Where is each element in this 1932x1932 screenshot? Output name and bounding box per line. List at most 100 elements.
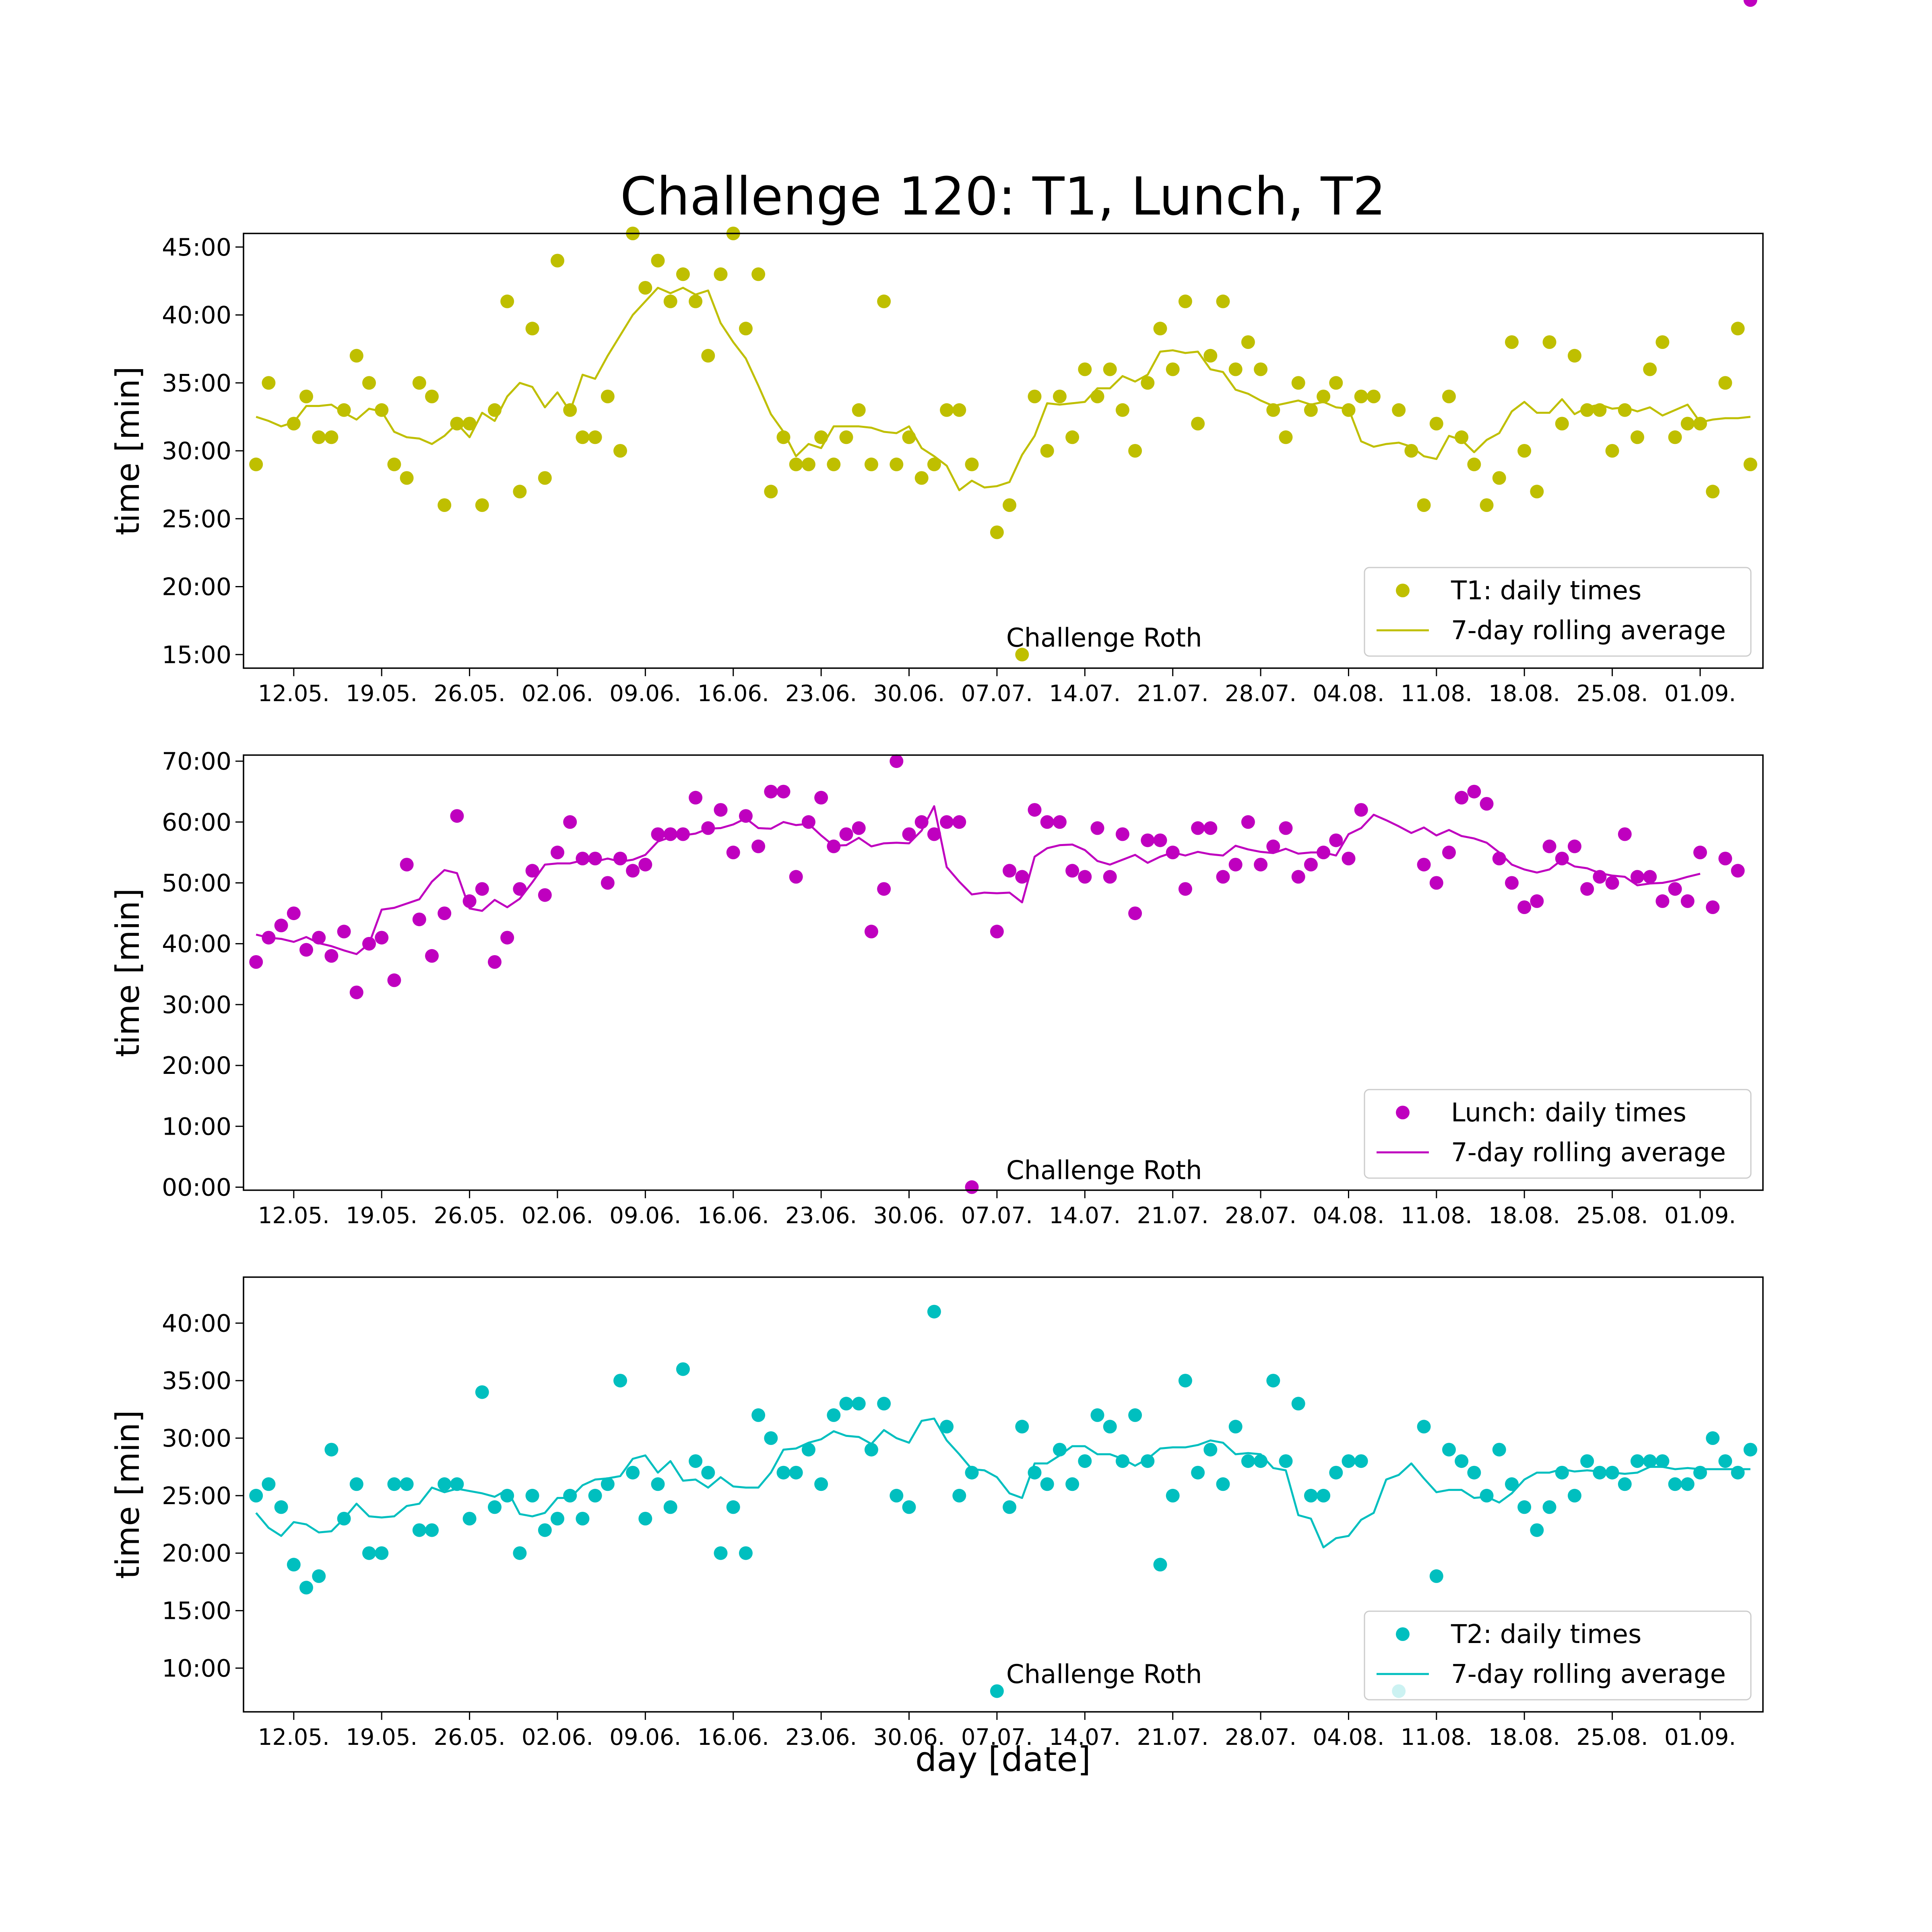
data-point (287, 906, 301, 921)
y-tick-label: 20:00 (162, 1540, 231, 1568)
data-point (1103, 362, 1117, 376)
data-point (425, 949, 439, 963)
data-point (940, 403, 954, 417)
data-point (1053, 390, 1067, 403)
data-point (1228, 362, 1243, 376)
data-point (952, 815, 966, 829)
data-point (701, 349, 715, 363)
annotation-challenge-roth: Challenge Roth (1006, 1660, 1202, 1690)
data-point (1643, 362, 1657, 376)
data-point (1655, 1454, 1670, 1468)
data-point (1279, 821, 1293, 835)
data-point (525, 864, 539, 878)
data-point (588, 852, 602, 865)
data-point (1480, 797, 1494, 811)
data-point (689, 294, 703, 308)
y-tick-label: 15:00 (162, 1597, 231, 1625)
data-point (663, 294, 677, 308)
data-point (362, 376, 376, 390)
data-point (1417, 498, 1431, 512)
x-tick-label: 16.06. (698, 1203, 769, 1229)
data-point (1329, 376, 1343, 390)
data-point (1191, 1466, 1205, 1480)
chart-panel-lunch: 00:00 10:00 20:00 30:00 40:00 50:00 60:00 70:00… (109, 0, 1764, 1229)
data-point (1580, 403, 1594, 417)
data-point (1568, 1488, 1581, 1503)
data-point (438, 1477, 452, 1491)
data-point (1090, 390, 1104, 403)
x-tick-label: 09.06. (609, 681, 681, 707)
x-tick-label: 16.06. (698, 681, 769, 707)
x-tick-label: 14.07. (1049, 681, 1121, 707)
y-tick-label: 15:00 (162, 641, 231, 669)
data-point (1455, 1454, 1469, 1468)
data-point (990, 925, 1004, 939)
data-point (425, 1523, 439, 1537)
data-point (1618, 1477, 1632, 1491)
x-tick-label: 30.06. (873, 1203, 945, 1229)
y-tick-label: 10:00 (162, 1654, 231, 1682)
data-point (1178, 1374, 1192, 1388)
data-point (1254, 858, 1268, 872)
x-tick-label: 30.06. (873, 681, 945, 707)
data-point (274, 919, 288, 933)
data-point (839, 1397, 853, 1411)
data-point (1279, 430, 1293, 444)
data-point (1153, 833, 1167, 847)
data-point (877, 1397, 891, 1411)
data-point (1643, 1454, 1657, 1468)
y-axis-label: time [min] (109, 888, 147, 1057)
x-tick-label: 02.06. (522, 681, 593, 707)
data-point (400, 471, 414, 485)
data-point (538, 1523, 552, 1537)
legend-marker-point (1396, 1627, 1410, 1641)
data-point (965, 1180, 979, 1194)
data-point (751, 839, 766, 853)
data-point (701, 821, 715, 835)
data-point (601, 390, 615, 403)
x-tick-label: 07.07. (961, 681, 1033, 707)
data-point (312, 1569, 326, 1583)
data-point (1530, 1523, 1544, 1537)
data-point (1065, 1477, 1080, 1491)
y-tick-label: 20:00 (162, 573, 231, 601)
data-point (500, 294, 514, 308)
data-point (1304, 1488, 1318, 1503)
y-tick-label: 60:00 (162, 808, 231, 836)
data-point (751, 267, 766, 281)
x-tick-label: 02.06. (522, 1724, 593, 1750)
data-point (1492, 471, 1506, 485)
data-point (1718, 852, 1732, 865)
data-point (1128, 906, 1142, 921)
data-point (387, 457, 401, 471)
data-point (1003, 1500, 1017, 1514)
data-point (801, 457, 815, 471)
data-point (1505, 1477, 1519, 1491)
data-point (1266, 403, 1280, 417)
data-point (1304, 858, 1318, 872)
data-point (726, 845, 740, 859)
data-point (1028, 803, 1042, 817)
data-point (488, 955, 502, 969)
x-tick-label: 26.05. (434, 1724, 506, 1750)
data-point (1455, 430, 1469, 444)
x-tick-label: 26.05. (434, 681, 506, 707)
data-point (438, 906, 452, 921)
data-point (739, 322, 753, 336)
data-point (1442, 845, 1456, 859)
x-tick-label: 26.05. (434, 1203, 506, 1229)
data-point (1467, 1466, 1481, 1480)
data-point (349, 349, 363, 363)
data-point (1480, 498, 1494, 512)
data-point (1090, 821, 1104, 835)
y-tick-label: 25:00 (162, 505, 231, 533)
data-point (262, 376, 276, 390)
data-point (902, 827, 916, 841)
data-point (1003, 498, 1017, 512)
data-point (538, 471, 552, 485)
x-tick-label: 16.06. (698, 1724, 769, 1750)
data-point (274, 1500, 288, 1514)
data-point (613, 444, 627, 458)
data-point (475, 1385, 489, 1399)
data-point (1166, 845, 1180, 859)
